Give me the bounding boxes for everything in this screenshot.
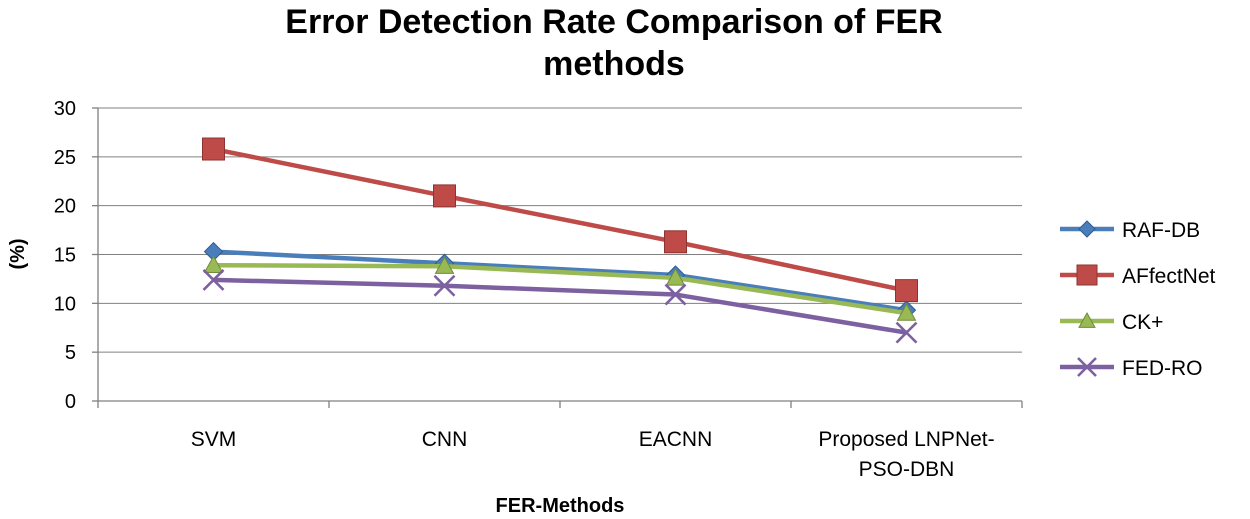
- x-tick-label: Proposed LNPNet-PSO-DBN: [818, 428, 994, 481]
- x-tick-label: CNN: [422, 428, 468, 451]
- x-tick-label: SVM: [191, 428, 237, 451]
- series-ck-: [203, 255, 917, 321]
- legend-label: AFfectNet: [1122, 265, 1216, 288]
- y-tick-label: 25: [54, 147, 76, 169]
- legend-item: RAF-DB: [1060, 219, 1200, 242]
- data-series: [202, 137, 918, 344]
- legend: RAF-DB AFfectNet CK+ FED-RO: [1060, 219, 1216, 380]
- x-axis-label: FER-Methods: [496, 495, 625, 517]
- y-tick-label: 0: [65, 391, 76, 413]
- x-tick-label: EACNN: [639, 428, 713, 451]
- chart-title-line-1: Error Detection Rate Comparison of FER: [285, 3, 942, 41]
- y-axis-label: (%): [7, 238, 29, 269]
- series-line: [213, 277, 907, 335]
- x-axis-ticks: SVM CNN EACNN Proposed LNPNet-PSO-DBN: [97, 401, 1023, 481]
- legend-label: FED-RO: [1122, 357, 1203, 380]
- chart-title-line-2: methods: [543, 45, 685, 83]
- data-point: [896, 303, 917, 321]
- legend-marker: [1078, 220, 1096, 238]
- data-point: [895, 321, 918, 344]
- data-point: [202, 137, 225, 161]
- data-point: [664, 230, 687, 254]
- data-point: [433, 274, 456, 297]
- legend-item: CK+: [1060, 311, 1163, 334]
- series-line: [213, 146, 907, 293]
- legend-marker: [1077, 357, 1097, 377]
- data-point: [433, 184, 456, 208]
- y-tick-label: 20: [54, 196, 76, 218]
- series-line: [213, 262, 907, 316]
- y-tick-label: 10: [54, 293, 76, 315]
- data-point: [434, 256, 455, 274]
- legend-marker: [1076, 264, 1098, 286]
- legend-item: AFfectNet: [1060, 264, 1216, 288]
- y-axis-ticks: 0 5 10 15 20 25 30: [54, 98, 98, 413]
- legend-marker: [1078, 311, 1096, 328]
- data-point: [665, 267, 686, 286]
- y-tick-label: 5: [65, 342, 76, 364]
- data-point: [203, 255, 224, 273]
- data-point: [664, 283, 687, 306]
- legend-label: CK+: [1122, 311, 1163, 334]
- legend-label: RAF-DB: [1122, 219, 1200, 242]
- series-line: [213, 249, 907, 313]
- chart-title: Error Detection Rate Comparison of FER m…: [285, 3, 942, 83]
- data-point: [895, 279, 918, 303]
- series-affectnet: [202, 137, 918, 303]
- y-tick-label: 30: [54, 98, 76, 120]
- y-tick-label: 15: [54, 245, 76, 267]
- legend-item: FED-RO: [1060, 357, 1203, 380]
- data-point: [202, 268, 225, 291]
- gridlines: [98, 107, 1022, 353]
- series-fed-ro: [202, 268, 918, 344]
